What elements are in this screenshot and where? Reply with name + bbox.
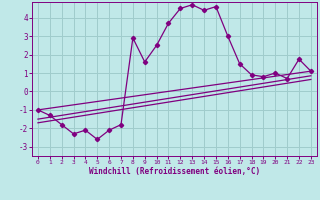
X-axis label: Windchill (Refroidissement éolien,°C): Windchill (Refroidissement éolien,°C) [89, 167, 260, 176]
